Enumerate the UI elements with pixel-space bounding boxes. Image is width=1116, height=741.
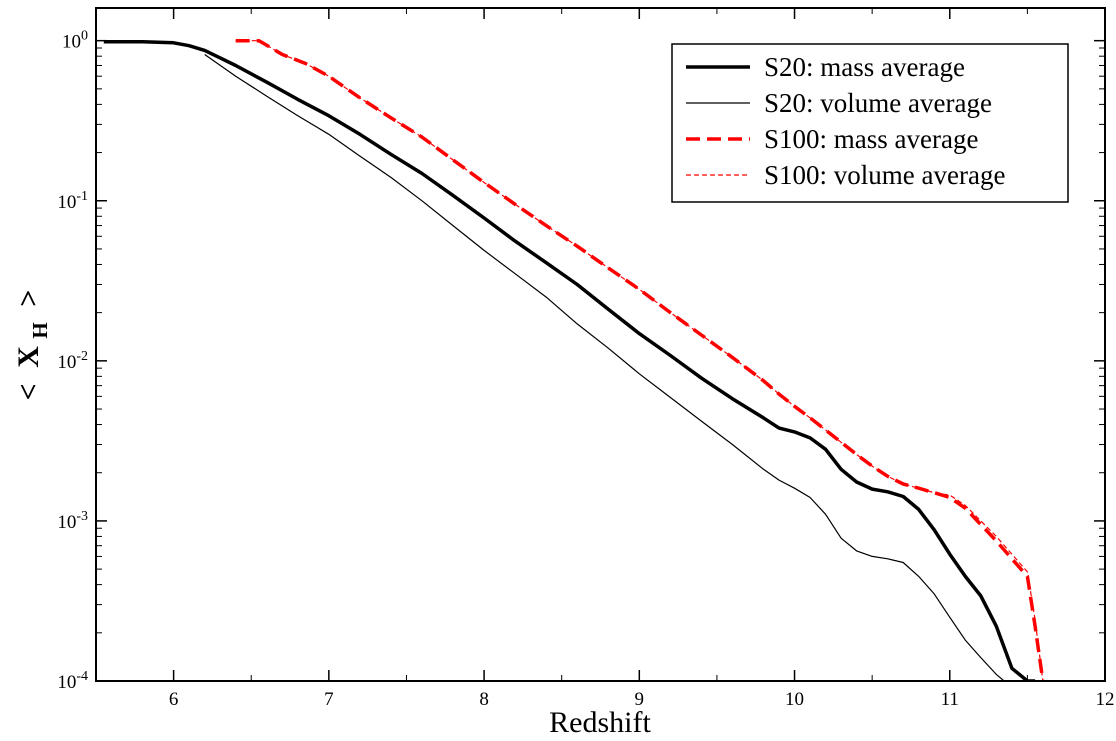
- x-tick-label: 7: [324, 689, 334, 710]
- series-line-1: [103, 39, 1036, 681]
- x-tick-label: 10: [785, 689, 804, 710]
- plot-frame: [95, 7, 1106, 682]
- x-tick-label: 8: [479, 689, 489, 710]
- x-axis-title: Redshift: [549, 706, 651, 739]
- series-line-4: [235, 40, 1044, 681]
- x-tick-label: 12: [1096, 689, 1115, 710]
- y-tick-label: 100: [62, 29, 88, 53]
- series-layer: [103, 38, 1045, 681]
- legend-label-3: S100: mass average: [764, 124, 978, 154]
- x-tick-label: 9: [635, 689, 645, 710]
- y-title-open: <: [12, 383, 45, 400]
- legend-label-2: S20: volume average: [764, 88, 992, 118]
- y-axis-title: < X H >: [12, 290, 54, 401]
- legend-box: [671, 43, 1069, 203]
- y-tick-label: 10-3: [57, 509, 88, 533]
- tick-layer: 6 7 8 9 10 11 12 100 10-1 10-2 10-3 10-4: [57, 8, 1115, 710]
- y-title-symbol: X: [12, 346, 45, 368]
- x-tick-label: 6: [169, 689, 179, 710]
- y-tick-label: 10-1: [57, 189, 88, 213]
- legend-items: S20: mass average S20: volume average S100…: [686, 52, 1005, 190]
- y-tick-label: 10-4: [57, 669, 88, 693]
- svg-text:< X H >: < X H >: [12, 290, 54, 401]
- x-tick-label: 11: [941, 689, 959, 710]
- series-line-2: [204, 54, 1005, 681]
- y-title-close: >: [12, 290, 45, 307]
- y-title-subscript: H: [28, 322, 52, 338]
- legend-label-1: S20: mass average: [764, 52, 965, 82]
- legend: S20: mass average S20: volume average S100…: [671, 43, 1069, 203]
- y-tick-label: 10-2: [57, 349, 88, 373]
- legend-label-4: S100: volume average: [764, 160, 1005, 190]
